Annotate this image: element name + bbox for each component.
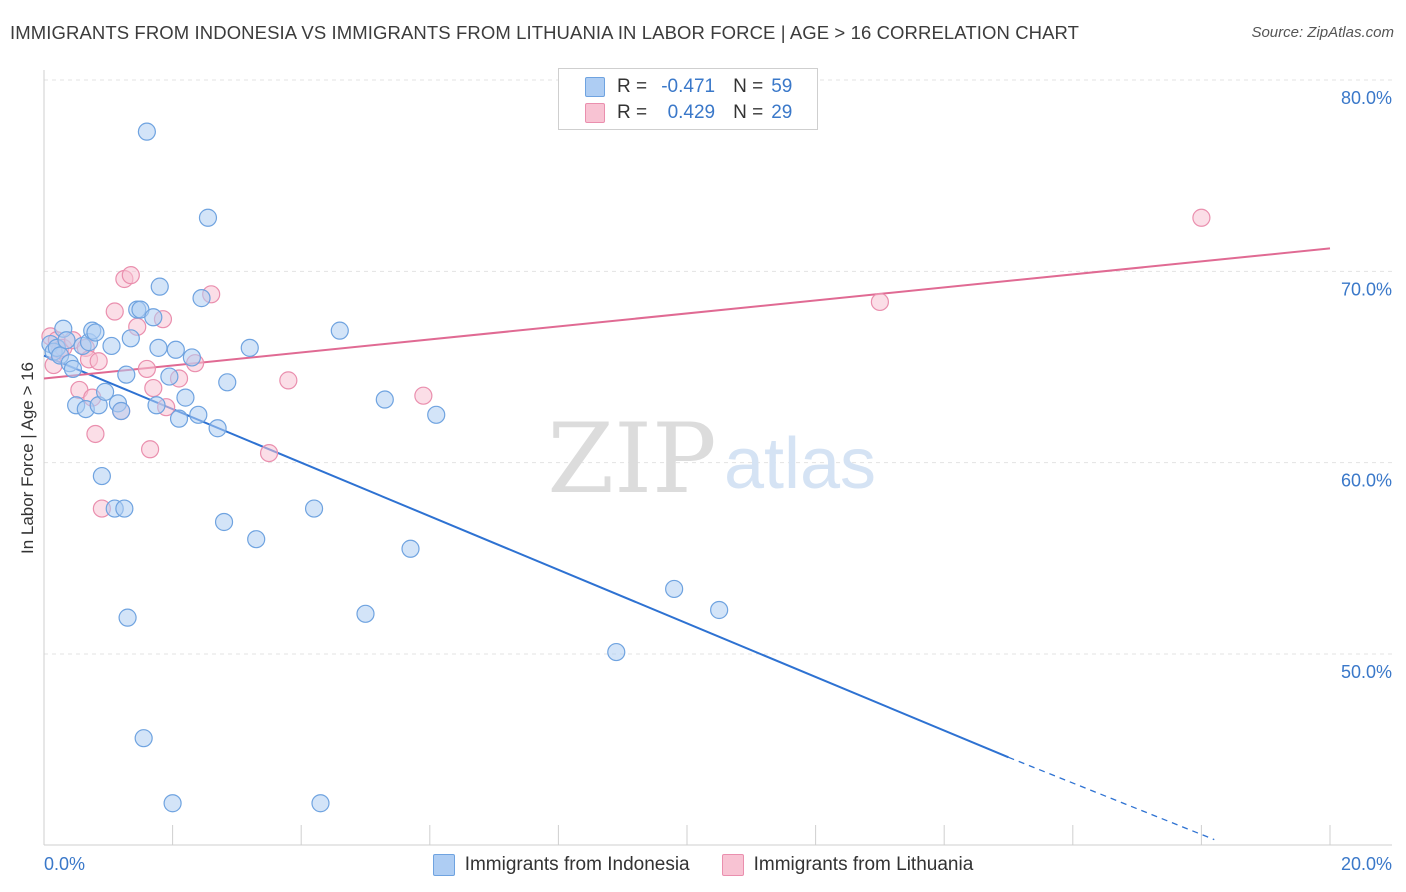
indonesia-point [117, 365, 136, 384]
y-tick-label: 60.0% [1341, 471, 1392, 491]
indonesia-point [356, 604, 375, 623]
y-tick-labels: 50.0% 60.0% 70.0% 80.0% [1341, 88, 1392, 682]
r-value-indonesia: -0.471 [661, 76, 716, 97]
y-tick-label: 80.0% [1341, 88, 1392, 108]
indonesia-point [134, 729, 153, 748]
watermark-atlas: atlas [724, 424, 876, 504]
y-tick-label: 50.0% [1341, 662, 1392, 682]
legend-item-lithuania[interactable]: Immigrants from Lithuania [721, 854, 974, 876]
y-axis-label: In Labor Force | Age > 16 [18, 361, 37, 555]
indonesia-point [57, 331, 76, 350]
lithuania-point [86, 424, 105, 444]
n-value-indonesia: 59 [771, 76, 793, 97]
x-tick-labels: 0.0% 20.0% [44, 854, 1392, 874]
n-value-lithuania: 29 [771, 102, 793, 123]
lithuania-trend-line [43, 247, 1331, 380]
watermark-zip: ZIP [547, 403, 716, 515]
lithuania-point [279, 371, 298, 390]
lithuania-swatch [585, 103, 605, 123]
data-points [41, 122, 1211, 813]
y-tick-label: 70.0% [1341, 279, 1392, 299]
series-legend: Immigrants from Indonesia Immigrants fro… [0, 852, 1406, 878]
legend-row-indonesia: R = -0.471 N = 59 [585, 74, 792, 100]
indonesia-point [192, 289, 211, 308]
indonesia-point [163, 794, 182, 813]
indonesia-point [710, 600, 729, 620]
legend-label-lithuania: Immigrants from Lithuania [753, 854, 974, 875]
indonesia-point [92, 466, 111, 486]
indonesia-point [118, 608, 137, 627]
indonesia-point [150, 277, 169, 296]
indonesia-point [401, 539, 420, 558]
indonesia-point [102, 336, 121, 356]
indonesia-point [169, 409, 189, 428]
indonesia-trend-extension [1008, 756, 1215, 841]
indonesia-point [182, 348, 201, 367]
lithuania-point [89, 352, 108, 371]
indonesia-point [149, 338, 168, 357]
indonesia-point [214, 512, 234, 532]
indonesia-point [607, 642, 626, 662]
indonesia-legend-swatch [432, 854, 455, 876]
lithuania-point [137, 359, 156, 379]
indonesia-point [311, 794, 330, 813]
indonesia-point [665, 579, 684, 599]
r-label: R = [617, 76, 648, 97]
lithuania-point [1192, 208, 1211, 227]
indonesia-point [121, 329, 140, 348]
indonesia-point [218, 373, 237, 392]
indonesia-point [112, 401, 131, 421]
indonesia-point [137, 122, 156, 141]
indonesia-swatch [585, 77, 605, 97]
x-tick-label: 0.0% [44, 854, 85, 874]
x-tick-label: 20.0% [1341, 854, 1392, 874]
n-label: N = [733, 102, 764, 123]
indonesia-point [86, 323, 105, 342]
indonesia-point [198, 208, 218, 227]
indonesia-point [63, 359, 83, 379]
lithuania-point [140, 440, 160, 459]
indonesia-point [147, 396, 166, 415]
chart-title: IMMIGRANTS FROM INDONESIA VS IMMIGRANTS … [10, 22, 1080, 43]
indonesia-point [330, 321, 349, 340]
source-label: Source: ZipAtlas.com [1251, 24, 1394, 41]
indonesia-point [208, 419, 227, 438]
axes [43, 70, 1392, 846]
trend-lines [43, 247, 1331, 841]
lithuania-point [105, 302, 124, 321]
indonesia-point [189, 405, 208, 424]
stats-legend: R = -0.471 N = 59 R = 0.429 N = 29 [558, 68, 818, 130]
r-value-lithuania: 0.429 [667, 102, 716, 123]
watermark: ZIP atlas [547, 403, 876, 515]
r-label: R = [617, 102, 648, 123]
indonesia-point [144, 308, 163, 327]
indonesia-trend-line [43, 354, 1009, 759]
indonesia-point [247, 530, 266, 549]
lithuania-point [121, 266, 140, 285]
n-label: N = [733, 76, 764, 97]
lithuania-point [870, 292, 890, 312]
indonesia-point [375, 390, 394, 409]
indonesia-point [115, 499, 134, 518]
lithuania-legend-swatch [721, 854, 744, 876]
indonesia-point [166, 340, 185, 359]
indonesia-point [240, 338, 259, 357]
legend-label-indonesia: Immigrants from Indonesia [464, 854, 690, 875]
lithuania-point [144, 378, 163, 398]
indonesia-point [427, 405, 446, 424]
lithuania-point [259, 444, 279, 463]
indonesia-point [304, 499, 324, 518]
legend-row-lithuania: R = 0.429 N = 29 [585, 100, 792, 126]
legend-item-indonesia[interactable]: Immigrants from Indonesia [432, 854, 690, 876]
lithuania-point [414, 386, 433, 405]
indonesia-point [176, 388, 195, 407]
grid-lines [44, 79, 1392, 655]
indonesia-point [95, 382, 115, 401]
indonesia-point [160, 367, 179, 386]
